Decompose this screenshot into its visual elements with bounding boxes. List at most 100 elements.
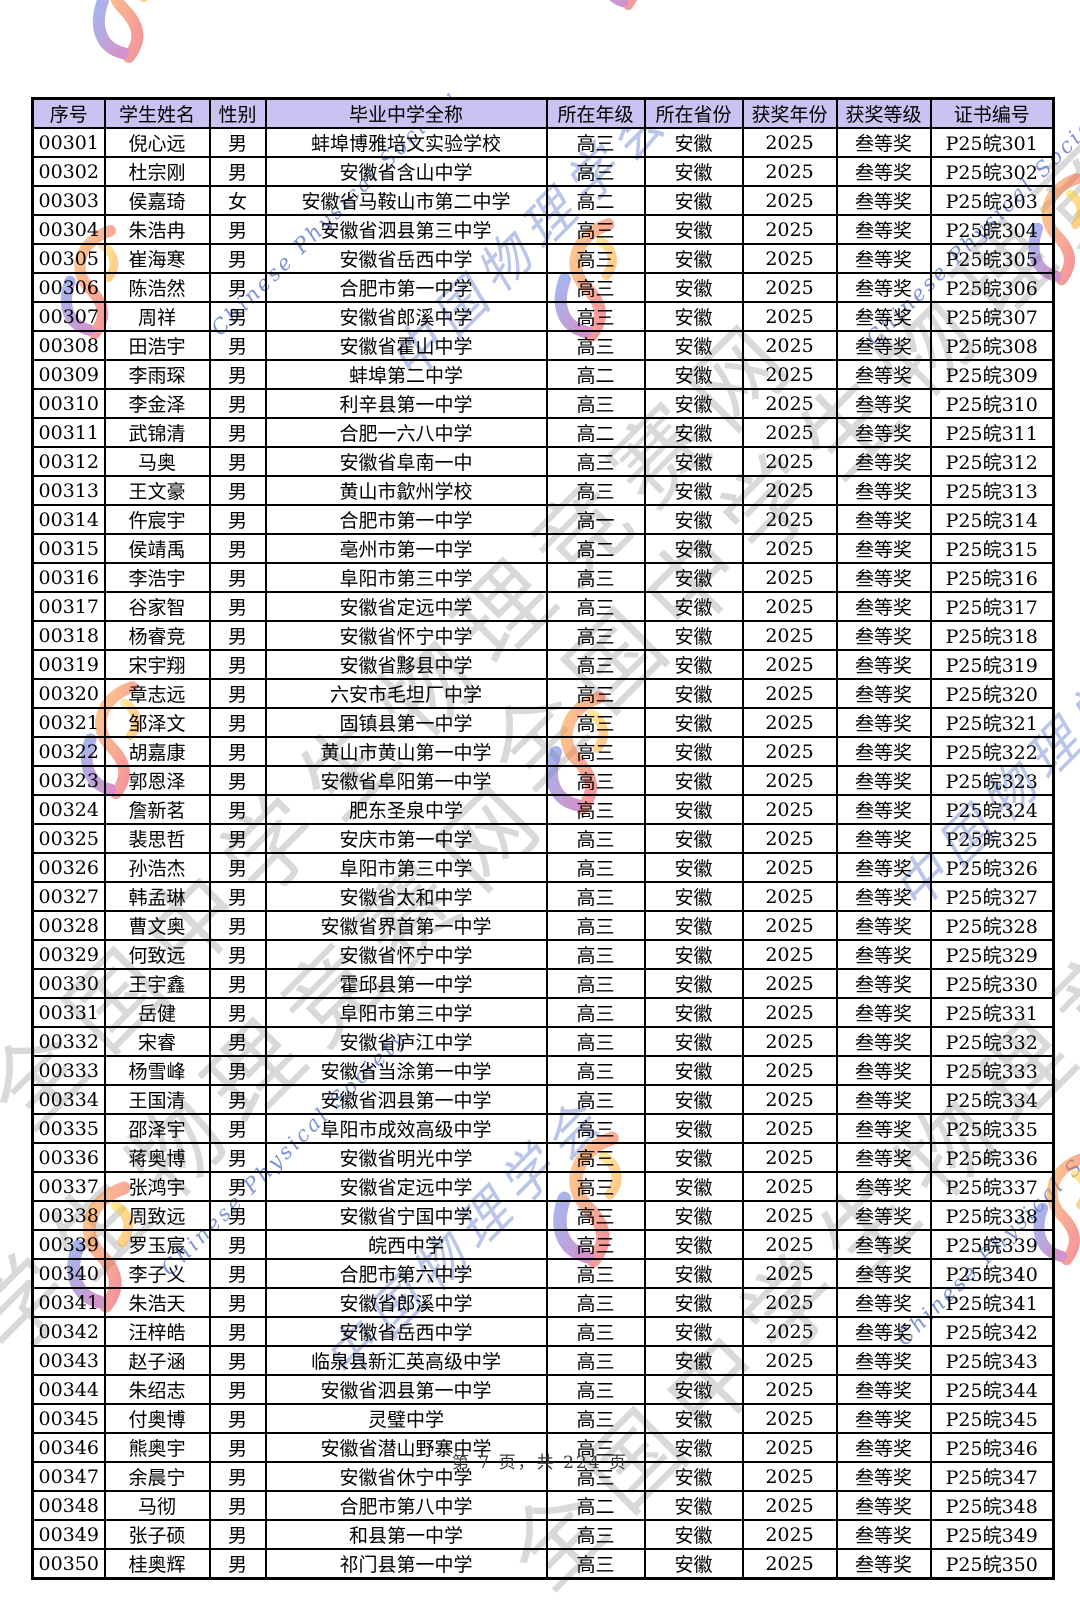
- cell-gender: 男: [208, 678, 267, 709]
- cell-school: 合肥市第一中学: [264, 504, 548, 535]
- cell-province: 安徽: [643, 1461, 744, 1492]
- cell-province: 安徽: [643, 1490, 744, 1521]
- table-body: 00301 倪心远男蚌埠博雅培文实验学校 高三 安徽 2025 叁等奖 P25皖301 003…: [31, 127, 1055, 1580]
- table-row: 00324 詹新茗男肥东圣泉中学 高三 安徽 2025 叁等奖 P25皖324: [31, 794, 1055, 825]
- cell-gender: 男: [208, 649, 267, 680]
- cell-school: 合肥市第六中学: [264, 1258, 548, 1289]
- cell-school: 六安市毛坦厂中学: [264, 678, 548, 709]
- cell-serial: 00305: [31, 243, 106, 274]
- cell-student-name: 曹文奥: [103, 910, 211, 941]
- cell-student-name: 周致远: [103, 1200, 211, 1231]
- cell-certificate-no: P25皖334: [929, 1084, 1055, 1115]
- table-row: 00322 胡嘉康男黄山市黄山第一中学 高三 安徽 2025 叁等奖 P25皖322: [31, 736, 1055, 767]
- cell-grade: 高三: [545, 707, 646, 738]
- cell-award-level: 叁等奖: [835, 301, 932, 332]
- cell-award-year: 2025: [741, 620, 838, 651]
- cell-grade: 高三: [545, 1461, 646, 1492]
- cell-province: 安徽: [643, 1026, 744, 1057]
- cell-award-level: 叁等奖: [835, 1374, 932, 1405]
- cell-serial: 00332: [31, 1026, 106, 1057]
- cell-province: 安徽: [643, 1258, 744, 1289]
- table-row: 00342 汪梓皓男安徽省岳西中学 高三 安徽 2025 叁等奖 P25皖342: [31, 1316, 1055, 1347]
- cell-school: 阜阳市成效高级中学: [264, 1113, 548, 1144]
- cell-certificate-no: P25皖327: [929, 881, 1055, 912]
- cell-province: 安徽: [643, 1055, 744, 1086]
- cell-serial: 00310: [31, 388, 106, 419]
- cell-serial: 00334: [31, 1084, 106, 1115]
- cell-grade: 高三: [545, 475, 646, 506]
- table-row: 00333 杨雪峰男安徽省当涂第一中学 高三 安徽 2025 叁等奖 P25皖333: [31, 1055, 1055, 1086]
- cell-school: 安徽省定远中学: [264, 1171, 548, 1202]
- cell-award-year: 2025: [741, 1403, 838, 1434]
- cell-certificate-no: P25皖339: [929, 1229, 1055, 1260]
- cell-award-year: 2025: [741, 301, 838, 332]
- cell-serial: 00301: [31, 127, 106, 158]
- cell-province: 安徽: [643, 359, 744, 390]
- cell-student-name: 张鸿宇: [103, 1171, 211, 1202]
- cell-school: 蚌埠第二中学: [264, 359, 548, 390]
- cell-award-year: 2025: [741, 417, 838, 448]
- column-header-student-name: 学生姓名: [103, 97, 211, 129]
- table-row: 00339 罗玉宸男皖西中学 高三 安徽 2025 叁等奖 P25皖339: [31, 1229, 1055, 1260]
- table-row: 00323 郭恩泽男安徽省阜阳第一中学 高三 安徽 2025 叁等奖 P25皖323: [31, 765, 1055, 796]
- cell-award-year: 2025: [741, 388, 838, 419]
- cell-certificate-no: P25皖319: [929, 649, 1055, 680]
- cell-grade: 高三: [545, 1171, 646, 1202]
- table-row: 00317 谷家智男安徽省定远中学 高三 安徽 2025 叁等奖 P25皖317: [31, 591, 1055, 622]
- cell-serial: 00306: [31, 272, 106, 303]
- cps-logo-watermark: [85, 0, 180, 68]
- cell-province: 安徽: [643, 1084, 744, 1115]
- cell-award-level: 叁等奖: [835, 823, 932, 854]
- cell-student-name: 裴思哲: [103, 823, 211, 854]
- cell-student-name: 罗玉宸: [103, 1229, 211, 1260]
- cell-certificate-no: P25皖313: [929, 475, 1055, 506]
- cell-award-level: 叁等奖: [835, 1084, 932, 1115]
- cell-province: 安徽: [643, 1142, 744, 1173]
- cell-school: 黄山市歙州学校: [264, 475, 548, 506]
- cell-award-year: 2025: [741, 1229, 838, 1260]
- cell-school: 合肥市第八中学: [264, 1490, 548, 1521]
- table-row: 00345 付奥博男灵璧中学 高三 安徽 2025 叁等奖 P25皖345: [31, 1403, 1055, 1434]
- cell-gender: 男: [208, 533, 267, 564]
- cell-school: 安徽省郎溪中学: [264, 1287, 548, 1318]
- cell-certificate-no: P25皖305: [929, 243, 1055, 274]
- cell-student-name: 付奥博: [103, 1403, 211, 1434]
- cell-certificate-no: P25皖341: [929, 1287, 1055, 1318]
- cell-certificate-no: P25皖335: [929, 1113, 1055, 1144]
- cell-student-name: 邹泽文: [103, 707, 211, 738]
- column-header-award-level: 获奖等级: [835, 97, 932, 129]
- cell-school: 合肥一六八中学: [264, 417, 548, 448]
- cell-serial: 00315: [31, 533, 106, 564]
- cell-student-name: 汪梓皓: [103, 1316, 211, 1347]
- cell-gender: 男: [208, 1519, 267, 1550]
- cell-award-level: 叁等奖: [835, 127, 932, 158]
- cell-school: 安徽省郎溪中学: [264, 301, 548, 332]
- cell-award-level: 叁等奖: [835, 881, 932, 912]
- cell-student-name: 朱绍志: [103, 1374, 211, 1405]
- cell-grade: 高二: [545, 533, 646, 564]
- cell-school: 安徽省当涂第一中学: [264, 1055, 548, 1086]
- cell-student-name: 谷家智: [103, 591, 211, 622]
- cps-logo-watermark: [596, 0, 666, 25]
- cell-student-name: 宋睿: [103, 1026, 211, 1057]
- cell-award-year: 2025: [741, 997, 838, 1028]
- table-row: 00348 马彻男合肥市第八中学 高二 安徽 2025 叁等奖 P25皖348: [31, 1490, 1055, 1521]
- cell-grade: 高二: [545, 185, 646, 216]
- cell-certificate-no: P25皖331: [929, 997, 1055, 1028]
- header-row: 序号 学生姓名 性别 毕业中学全称 所在年级 所在省份 获奖年份 获奖等级 证书编号: [31, 97, 1055, 129]
- cell-certificate-no: P25皖329: [929, 939, 1055, 970]
- cell-award-year: 2025: [741, 736, 838, 767]
- cell-award-year: 2025: [741, 1171, 838, 1202]
- cell-grade: 高三: [545, 388, 646, 419]
- table-row: 00305 崔海寒男安徽省岳西中学 高三 安徽 2025 叁等奖 P25皖305: [31, 243, 1055, 274]
- cell-grade: 高三: [545, 243, 646, 274]
- cell-school: 安庆市第一中学: [264, 823, 548, 854]
- cell-serial: 00314: [31, 504, 106, 535]
- cell-gender: 男: [208, 1142, 267, 1173]
- cell-grade: 高三: [545, 939, 646, 970]
- cell-gender: 男: [208, 591, 267, 622]
- cell-award-level: 叁等奖: [835, 1490, 932, 1521]
- cell-school: 安徽省含山中学: [264, 156, 548, 187]
- cell-award-level: 叁等奖: [835, 1229, 932, 1260]
- cell-gender: 男: [208, 794, 267, 825]
